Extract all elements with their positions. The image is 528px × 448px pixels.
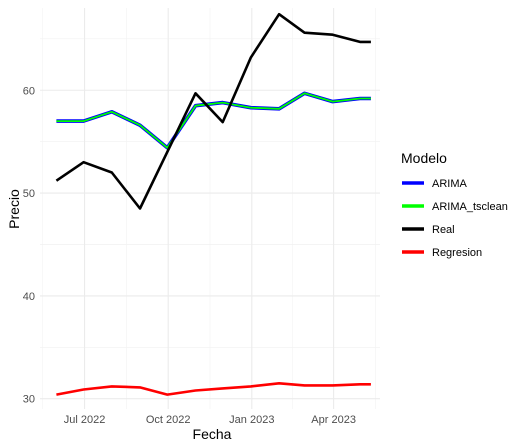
legend-label-arima: ARIMA: [432, 178, 468, 190]
y-axis-ticks: 30 40 50 60: [23, 85, 35, 405]
y-tick-label: 60: [23, 85, 35, 97]
legend-label-real: Real: [432, 224, 455, 236]
x-axis-ticks: Jul 2022 Oct 2022 Jan 2023 Apr 2023: [64, 414, 356, 426]
y-tick-label: 30: [23, 394, 35, 406]
series-line-real: [55, 12, 371, 210]
plot-panel: [40, 8, 380, 409]
series-line-regresion: [56, 381, 371, 396]
y-tick-label: 50: [23, 188, 35, 200]
major-gridlines: [40, 8, 380, 409]
legend-title: Modelo: [401, 150, 447, 166]
x-tick-label: Jan 2023: [229, 414, 274, 426]
legend-label-regresion: Regresion: [432, 247, 482, 259]
y-tick-label: 40: [23, 291, 35, 303]
x-tick-label: Oct 2022: [146, 414, 191, 426]
x-tick-label: Jul 2022: [64, 414, 106, 426]
y-axis-title: Precio: [6, 189, 22, 229]
series-line-arima-tsclean: [56, 92, 371, 149]
legend: Modelo ARIMA ARIMA_tsclean Real Regresion: [401, 150, 508, 259]
x-axis-title: Fecha: [193, 426, 232, 442]
series-lines: [55, 12, 371, 396]
legend-label-arima-tsclean: ARIMA_tsclean: [432, 201, 508, 213]
minor-gridlines: [40, 8, 380, 409]
series-line-arima: [56, 91, 371, 150]
x-tick-label: Apr 2023: [311, 414, 356, 426]
